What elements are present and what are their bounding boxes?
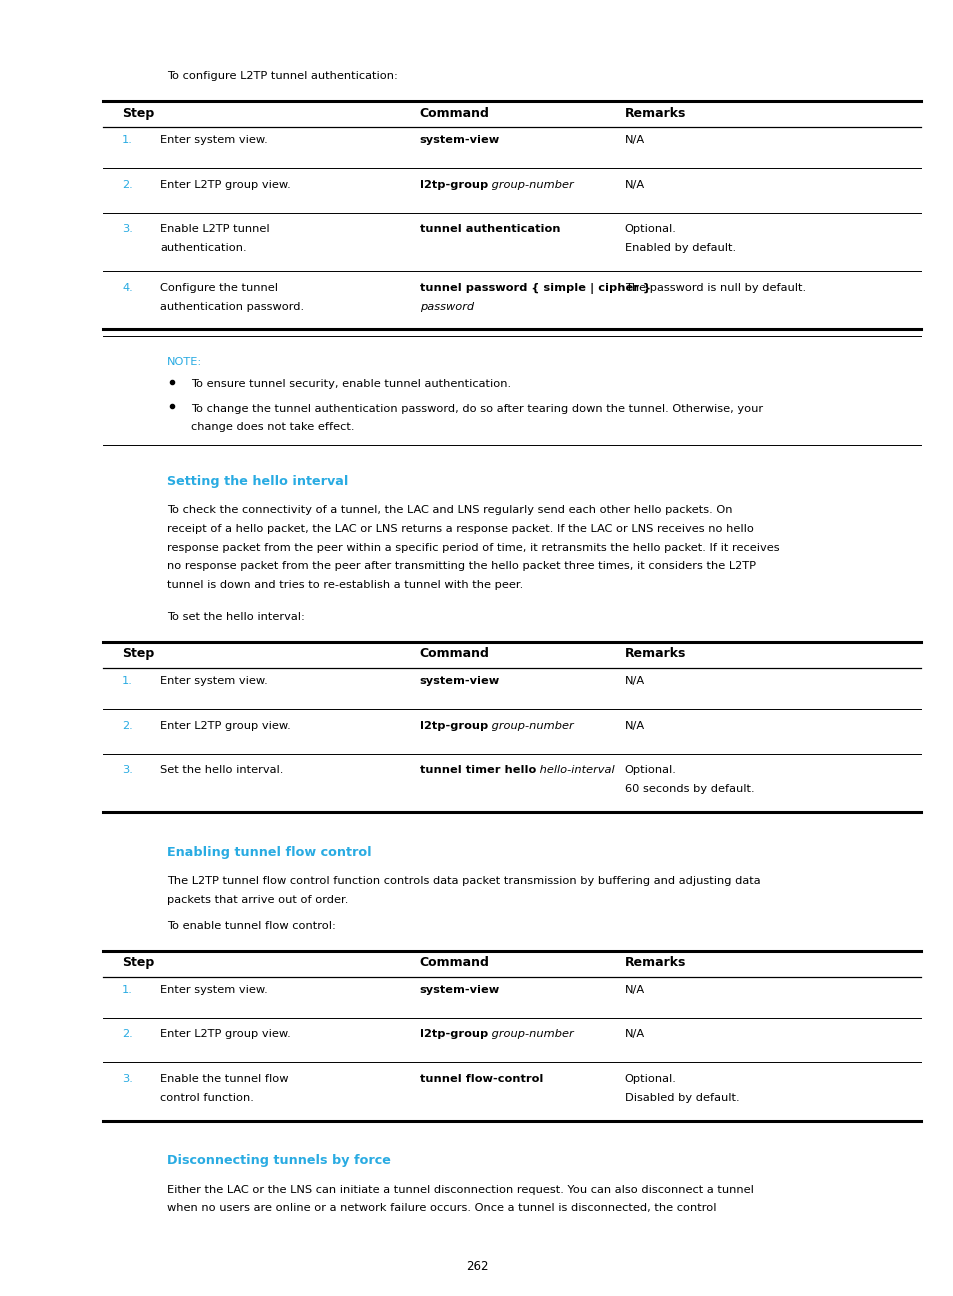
Text: 4.: 4.: [122, 283, 132, 293]
Text: 1.: 1.: [122, 675, 132, 686]
Text: Enter system view.: Enter system view.: [160, 675, 268, 686]
Text: Command: Command: [419, 647, 489, 661]
Text: Set the hello interval.: Set the hello interval.: [160, 765, 283, 775]
Text: system-view: system-view: [419, 135, 499, 145]
Text: group-number: group-number: [488, 721, 573, 731]
Text: To check the connectivity of a tunnel, the LAC and LNS regularly send each other: To check the connectivity of a tunnel, t…: [167, 505, 732, 515]
Text: Either the LAC or the LNS can initiate a tunnel disconnection request. You can a: Either the LAC or the LNS can initiate a…: [167, 1185, 753, 1195]
Text: Command: Command: [419, 956, 489, 969]
Text: tunnel password { simple | cipher }: tunnel password { simple | cipher }: [419, 283, 650, 294]
Text: Enter system view.: Enter system view.: [160, 985, 268, 994]
Text: N/A: N/A: [624, 721, 644, 731]
Text: password: password: [419, 302, 474, 311]
Text: 1.: 1.: [122, 135, 132, 145]
Text: The L2TP tunnel flow control function controls data packet transmission by buffe: The L2TP tunnel flow control function co…: [167, 876, 760, 885]
Text: Enter L2TP group view.: Enter L2TP group view.: [160, 721, 291, 731]
Text: 2.: 2.: [122, 180, 132, 189]
Text: Step: Step: [122, 647, 154, 661]
Text: tunnel authentication: tunnel authentication: [419, 224, 559, 235]
Text: l2tp-group: l2tp-group: [419, 1029, 488, 1039]
Text: To set the hello interval:: To set the hello interval:: [167, 612, 305, 622]
Text: Optional.: Optional.: [624, 765, 676, 775]
Text: 3.: 3.: [122, 1074, 132, 1083]
Text: control function.: control function.: [160, 1093, 253, 1103]
Text: Step: Step: [122, 956, 154, 969]
Text: Optional.: Optional.: [624, 224, 676, 235]
Text: Enabled by default.: Enabled by default.: [624, 244, 735, 253]
Text: N/A: N/A: [624, 985, 644, 994]
Text: Command: Command: [419, 106, 489, 119]
Text: Remarks: Remarks: [624, 647, 685, 661]
Text: To configure L2TP tunnel authentication:: To configure L2TP tunnel authentication:: [167, 71, 397, 82]
Text: 1.: 1.: [122, 985, 132, 994]
Text: Enabling tunnel flow control: Enabling tunnel flow control: [167, 846, 371, 859]
Text: group-number: group-number: [488, 1029, 573, 1039]
Text: system-view: system-view: [419, 675, 499, 686]
Text: N/A: N/A: [624, 180, 644, 189]
Text: tunnel is down and tries to re-establish a tunnel with the peer.: tunnel is down and tries to re-establish…: [167, 581, 522, 590]
Text: no response packet from the peer after transmitting the hello packet three times: no response packet from the peer after t…: [167, 561, 755, 572]
Text: response packet from the peer within a specific period of time, it retransmits t: response packet from the peer within a s…: [167, 543, 779, 552]
Text: 3.: 3.: [122, 224, 132, 235]
Text: when no users are online or a network failure occurs. Once a tunnel is disconnec: when no users are online or a network fa…: [167, 1203, 716, 1213]
Text: Enable L2TP tunnel: Enable L2TP tunnel: [160, 224, 270, 235]
Text: Remarks: Remarks: [624, 106, 685, 119]
Text: The password is null by default.: The password is null by default.: [624, 283, 805, 293]
Text: Enable the tunnel flow: Enable the tunnel flow: [160, 1074, 289, 1083]
Text: To change the tunnel authentication password, do so after tearing down the tunne: To change the tunnel authentication pass…: [191, 403, 762, 413]
Text: packets that arrive out of order.: packets that arrive out of order.: [167, 894, 348, 905]
Text: l2tp-group: l2tp-group: [419, 721, 488, 731]
Text: change does not take effect.: change does not take effect.: [191, 422, 354, 433]
Text: Enter L2TP group view.: Enter L2TP group view.: [160, 180, 291, 189]
Text: Enter L2TP group view.: Enter L2TP group view.: [160, 1029, 291, 1039]
Text: N/A: N/A: [624, 1029, 644, 1039]
Text: Setting the hello interval: Setting the hello interval: [167, 474, 348, 487]
Text: group-number: group-number: [488, 180, 573, 189]
Text: NOTE:: NOTE:: [167, 356, 202, 367]
Text: 60 seconds by default.: 60 seconds by default.: [624, 784, 754, 794]
Text: 3.: 3.: [122, 765, 132, 775]
Text: 2.: 2.: [122, 721, 132, 731]
Text: l2tp-group: l2tp-group: [419, 180, 488, 189]
Text: authentication.: authentication.: [160, 244, 247, 253]
Text: Disabled by default.: Disabled by default.: [624, 1093, 739, 1103]
Text: To enable tunnel flow control:: To enable tunnel flow control:: [167, 921, 335, 931]
Text: 2.: 2.: [122, 1029, 132, 1039]
Text: Configure the tunnel: Configure the tunnel: [160, 283, 278, 293]
Text: 262: 262: [465, 1260, 488, 1273]
Text: N/A: N/A: [624, 675, 644, 686]
Text: system-view: system-view: [419, 985, 499, 994]
Text: Optional.: Optional.: [624, 1074, 676, 1083]
Text: authentication password.: authentication password.: [160, 302, 304, 311]
Text: Enter system view.: Enter system view.: [160, 135, 268, 145]
Text: Disconnecting tunnels by force: Disconnecting tunnels by force: [167, 1155, 391, 1168]
Text: tunnel timer hello: tunnel timer hello: [419, 765, 536, 775]
Text: Step: Step: [122, 106, 154, 119]
Text: hello-interval: hello-interval: [536, 765, 614, 775]
Text: To ensure tunnel security, enable tunnel authentication.: To ensure tunnel security, enable tunnel…: [191, 380, 511, 389]
Text: Remarks: Remarks: [624, 956, 685, 969]
Text: receipt of a hello packet, the LAC or LNS returns a response packet. If the LAC : receipt of a hello packet, the LAC or LN…: [167, 524, 753, 534]
Text: tunnel flow-control: tunnel flow-control: [419, 1074, 542, 1083]
Text: N/A: N/A: [624, 135, 644, 145]
